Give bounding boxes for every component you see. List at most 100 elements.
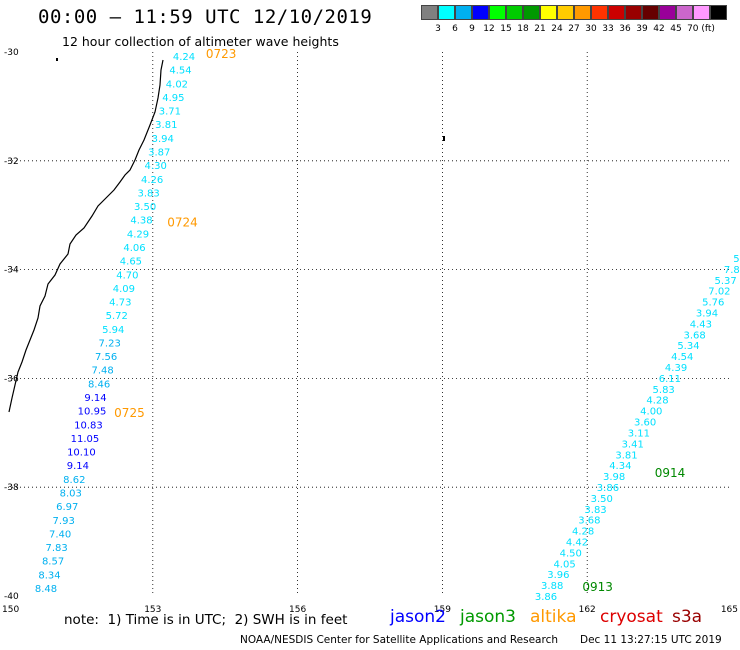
wave-height-value: 4.50 bbox=[560, 548, 582, 559]
colorbar-swatch bbox=[659, 5, 676, 20]
wave-height-value: 8.34 bbox=[38, 570, 60, 581]
wave-height-value: 4.70 bbox=[116, 270, 138, 281]
wave-height-value: 3.11 bbox=[628, 428, 650, 439]
latitude-label: -30 bbox=[4, 48, 19, 58]
longitude-label: 156 bbox=[289, 605, 306, 615]
wave-height-value: 3.68 bbox=[578, 516, 600, 527]
wave-height-value: 8.03 bbox=[60, 489, 82, 500]
colorbar-swatch bbox=[557, 5, 574, 20]
latitude-label: -36 bbox=[4, 374, 19, 384]
wave-height-value: 4.54 bbox=[169, 66, 191, 77]
wave-height-value: 3.83 bbox=[137, 188, 159, 199]
wave-height-value: 4.05 bbox=[553, 559, 575, 570]
colorbar-swatch bbox=[540, 5, 557, 20]
longitude-label: 165 bbox=[721, 605, 738, 615]
colorbar-label: 6 bbox=[452, 24, 458, 34]
latitude-label: -32 bbox=[4, 157, 19, 167]
wave-height-value: 8.46 bbox=[88, 379, 110, 390]
generation-timestamp: Dec 11 13:27:15 UTC 2019 bbox=[580, 634, 722, 646]
wave-height-value: 5.37 bbox=[714, 276, 736, 287]
wave-height-value: 4.42 bbox=[566, 537, 588, 548]
wave-height-value: 4.34 bbox=[609, 461, 631, 472]
wave-height-value: 3.94 bbox=[152, 134, 174, 145]
colorbar-label: 39 bbox=[636, 24, 648, 34]
colorbar-label: 70 (ft) bbox=[687, 24, 715, 34]
colorbar-swatch bbox=[642, 5, 659, 20]
wave-height-value: 8.62 bbox=[63, 475, 85, 486]
wave-height-value: 5.72 bbox=[106, 311, 128, 322]
wave-height-value: 11.05 bbox=[71, 434, 100, 445]
island-mark bbox=[56, 58, 58, 61]
wave-height-value: 4.39 bbox=[665, 363, 687, 374]
pass-time-label: 0914 bbox=[655, 466, 686, 480]
colorbar-swatch bbox=[455, 5, 472, 20]
colorbar-swatch bbox=[591, 5, 608, 20]
track-west: 4.24 4.54 4.02 4.95 3.71 3.81 3.94 3.87 4.30 4.26… bbox=[35, 52, 195, 595]
colorbar-swatch bbox=[676, 5, 693, 20]
track-east: 3.863.883.964.054.504.424.283.683.833.50… bbox=[535, 254, 740, 603]
wave-height-value: 8.48 bbox=[35, 584, 57, 595]
coastline bbox=[8, 59, 164, 413]
wave-height-value: 4.26 bbox=[141, 175, 163, 186]
wave-height-value: 5.76 bbox=[702, 298, 724, 309]
wave-height-value: 4.43 bbox=[690, 319, 712, 330]
wave-height-value: 3.86 bbox=[535, 592, 557, 603]
colorbar-label: 15 bbox=[500, 24, 512, 34]
map-title: 00:00 – 11:59 UTC 12/10/2019 bbox=[38, 6, 373, 28]
latitude-label: -34 bbox=[4, 266, 19, 276]
colorbar-swatch bbox=[608, 5, 625, 20]
wave-height-value: 9.14 bbox=[84, 393, 106, 404]
wave-height-value: 3.87 bbox=[148, 147, 170, 158]
colorbar-swatch bbox=[523, 5, 540, 20]
wave-height-value: 7.23 bbox=[99, 338, 121, 349]
wave-height-value: 9.14 bbox=[67, 461, 89, 472]
wave-height-value: 8.57 bbox=[42, 557, 64, 568]
colorbar-label: 9 bbox=[469, 24, 475, 34]
satellite-legend-s3a: s3a bbox=[672, 607, 703, 627]
wave-height-value: 4.73 bbox=[109, 298, 131, 309]
wave-height-value: 3.81 bbox=[615, 450, 637, 461]
wave-height-value: 3.60 bbox=[634, 418, 656, 429]
wave-height-value: 3.96 bbox=[547, 570, 569, 581]
axis-labels: -30 -32 -34 -36 -38 -40 150 153 156 159 162 165 bbox=[2, 48, 738, 615]
wave-height-value: 10.95 bbox=[78, 407, 107, 418]
wave-height-value: 10.10 bbox=[67, 448, 96, 459]
wave-height-value: 4.06 bbox=[123, 243, 145, 254]
colorbar-swatch bbox=[506, 5, 523, 20]
graticule bbox=[8, 52, 732, 596]
colorbar-swatch bbox=[625, 5, 642, 20]
colorbar-swatch bbox=[710, 5, 727, 20]
longitude-label: 159 bbox=[434, 605, 451, 615]
wave-height-value: 5.94 bbox=[102, 325, 124, 336]
wave-height-value: 3.50 bbox=[591, 494, 613, 505]
wave-height-value: 5.34 bbox=[677, 341, 699, 352]
colorbar-swatch bbox=[489, 5, 506, 20]
wave-height-value: 4.29 bbox=[127, 229, 149, 240]
wave-height-value: 7.48 bbox=[91, 366, 113, 377]
wave-height-value: 5. bbox=[733, 254, 740, 265]
credit-line: NOAA/NESDIS Center for Satellite Applica… bbox=[240, 634, 558, 646]
wave-height-value: 3.86 bbox=[597, 483, 619, 494]
wave-height-value: 3.71 bbox=[159, 107, 181, 118]
wave-height-value: 4.95 bbox=[162, 93, 184, 104]
wave-height-value: 4.00 bbox=[640, 407, 662, 418]
wave-height-value: 3.68 bbox=[684, 330, 706, 341]
colorbar-label: 27 bbox=[568, 24, 580, 34]
wave-height-value: 7.02 bbox=[708, 287, 730, 298]
satellite-legend-jason3: jason3 bbox=[460, 607, 516, 627]
longitude-label: 153 bbox=[144, 605, 161, 615]
wave-height-value: 4.38 bbox=[130, 216, 152, 227]
wave-height-value: 7.56 bbox=[95, 352, 117, 363]
colorbar-label: 42 bbox=[653, 24, 665, 34]
satellite-legend-altika: altika bbox=[530, 607, 577, 627]
colorbar-label: 21 bbox=[534, 24, 546, 34]
latitude-label: -38 bbox=[4, 483, 19, 493]
wave-height-value: 5.83 bbox=[653, 385, 675, 396]
colorbar-label: 45 bbox=[670, 24, 682, 34]
wave-height-value: 4.54 bbox=[671, 352, 693, 363]
wave-height-value: 3.98 bbox=[603, 472, 625, 483]
wave-height-value: 4.30 bbox=[145, 161, 167, 172]
colorbar-swatch bbox=[472, 5, 489, 20]
map-subtitle: 12 hour collection of altimeter wave hei… bbox=[62, 34, 339, 49]
colorbar-label: 30 bbox=[585, 24, 597, 34]
